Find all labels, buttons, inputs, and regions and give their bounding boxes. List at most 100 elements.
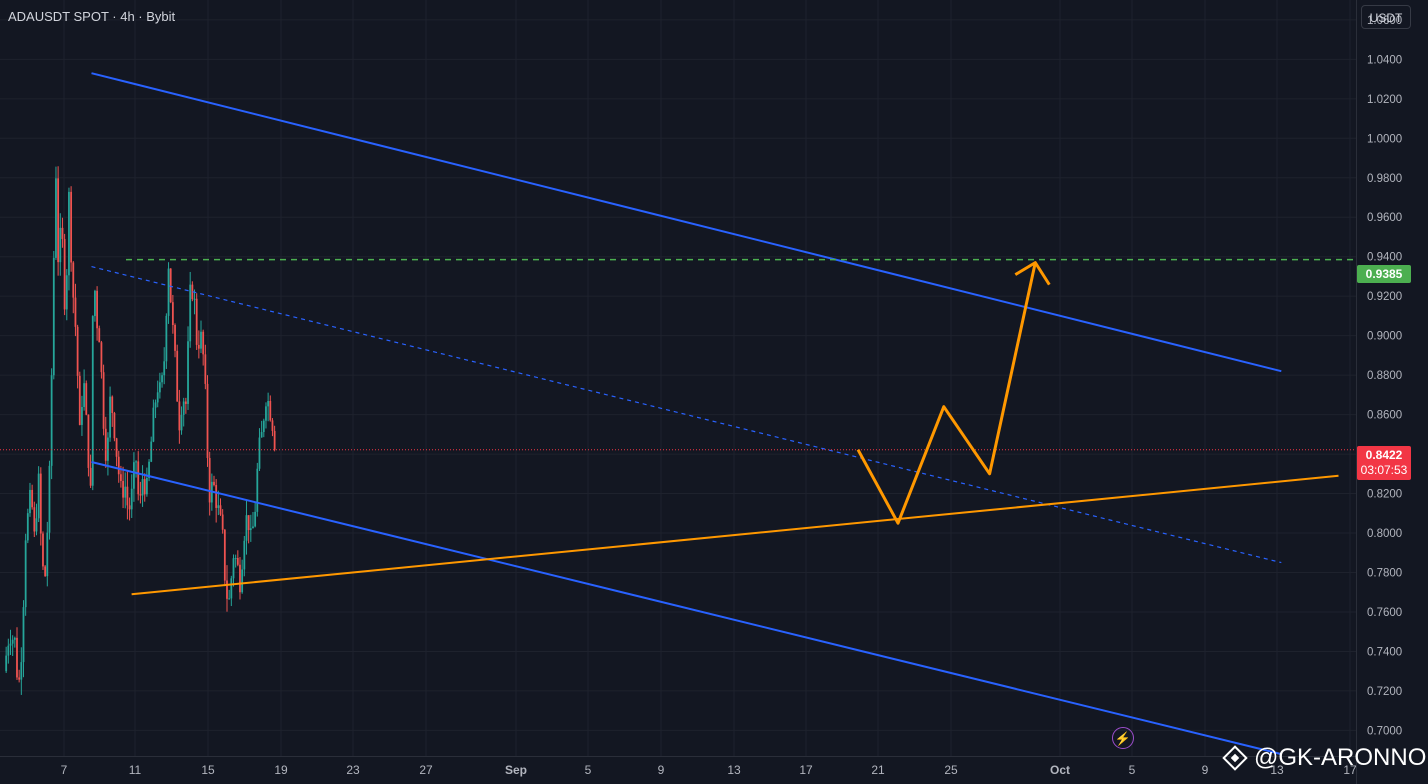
- candle-body: [241, 569, 244, 593]
- x-tick-label: 21: [871, 763, 885, 777]
- candle-body: [148, 461, 150, 478]
- candle-body: [107, 437, 109, 461]
- candle-body: [184, 401, 187, 404]
- candle-body: [247, 515, 250, 531]
- bar-countdown: 03:07:53: [1360, 463, 1408, 477]
- x-tick-label: 5: [1129, 763, 1136, 777]
- candle-body: [81, 406, 83, 425]
- candle-body: [191, 284, 194, 300]
- candle-body: [189, 284, 192, 342]
- candle-body: [31, 489, 34, 508]
- candle-body: [100, 342, 103, 373]
- candle-body: [94, 290, 96, 317]
- candle-body: [234, 558, 237, 560]
- watermark-text: @GK-ARONNO: [1254, 744, 1427, 771]
- candle-body: [265, 406, 267, 421]
- candle-body: [174, 325, 176, 351]
- y-tick-label: 0.8200: [1367, 489, 1402, 501]
- candle-body: [70, 191, 73, 263]
- candle-body: [109, 396, 111, 438]
- candle-body: [115, 438, 118, 457]
- candle-body: [59, 227, 62, 263]
- candle-body: [139, 494, 142, 496]
- candle-body: [150, 441, 153, 462]
- candle-body: [262, 420, 265, 433]
- candle-body: [228, 598, 231, 600]
- candle-body: [221, 514, 224, 530]
- y-tick-label: 0.7200: [1367, 686, 1402, 698]
- candle-body: [124, 486, 127, 498]
- candle-body: [126, 486, 129, 506]
- candle-body: [165, 315, 168, 362]
- x-tick-label: 17: [1343, 763, 1357, 777]
- candle-body: [76, 326, 79, 376]
- candle-body: [74, 297, 77, 327]
- candle-body: [89, 467, 92, 486]
- y-tick-label: 0.7800: [1367, 568, 1402, 580]
- candle-body: [72, 262, 75, 298]
- candle-body: [161, 375, 163, 383]
- candle-body: [169, 268, 172, 303]
- candle-body: [258, 437, 261, 469]
- current-price-label: 0.8422 03:07:53: [1357, 446, 1411, 480]
- x-tick-label: 17: [799, 763, 813, 777]
- projection-arrow-head: [1014, 261, 1051, 286]
- candle-body: [243, 540, 246, 570]
- candle-body: [44, 566, 47, 577]
- candle-body: [176, 350, 179, 402]
- x-tick-label: 27: [419, 763, 433, 777]
- candle-body: [135, 461, 137, 463]
- candle-body: [13, 637, 16, 640]
- y-tick-label: 0.9000: [1367, 331, 1402, 343]
- candle-body: [171, 302, 174, 326]
- diamond-logo-icon: [1222, 745, 1248, 771]
- candle-body: [102, 372, 105, 429]
- candle-body: [217, 505, 220, 508]
- y-tick-label: 1.0200: [1367, 94, 1402, 106]
- channel-lower-line: [91, 461, 1282, 756]
- candle-body: [202, 331, 205, 355]
- candle-body: [5, 655, 8, 672]
- y-tick-label: 0.9800: [1367, 173, 1402, 185]
- candle-body: [182, 401, 185, 415]
- candle-body: [48, 465, 51, 533]
- candle-body: [193, 298, 196, 300]
- candle-body: [61, 227, 64, 240]
- ascending-support-line: [131, 474, 1339, 596]
- watermark: @GK-ARONNO: [1222, 742, 1427, 774]
- candle-body: [154, 402, 157, 408]
- x-tick-label: Sep: [505, 763, 527, 777]
- candle-body: [55, 178, 57, 258]
- candle-body: [46, 532, 49, 577]
- candle-body: [219, 505, 222, 515]
- candles: [5, 166, 276, 695]
- candle-body: [239, 564, 241, 593]
- candle-body: [152, 407, 155, 442]
- candle-body: [230, 578, 233, 599]
- candle-body: [252, 526, 254, 529]
- candle-body: [271, 420, 274, 431]
- candle-body: [223, 529, 226, 581]
- x-tick-label: 7: [61, 763, 68, 777]
- candle-body: [269, 401, 272, 421]
- candle-body: [273, 430, 276, 450]
- currency-button[interactable]: USDT: [1361, 5, 1411, 29]
- candle-body: [254, 511, 257, 527]
- y-tick-label: 1.0600: [1367, 15, 1402, 27]
- candle-body: [22, 607, 25, 663]
- candle-body: [195, 298, 198, 345]
- candle-body: [20, 662, 23, 680]
- lightning-icon[interactable]: ⚡: [1112, 727, 1134, 749]
- candle-body: [167, 268, 170, 316]
- candle-body: [245, 515, 248, 541]
- candle-body: [26, 513, 29, 541]
- candle-body: [156, 392, 159, 403]
- y-tick-label: 0.9600: [1367, 212, 1402, 224]
- candle-body: [145, 477, 148, 495]
- candle-body: [98, 328, 101, 343]
- candle-body: [111, 396, 114, 414]
- candle-body: [267, 401, 270, 407]
